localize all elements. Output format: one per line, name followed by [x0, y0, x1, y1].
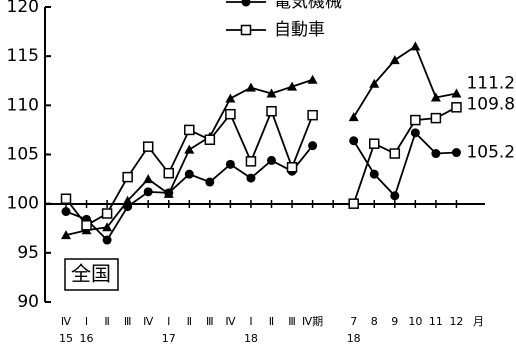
data-point — [286, 162, 298, 173]
legend-label: 自動車 — [274, 20, 325, 40]
x-tick-label: Ⅲ — [124, 315, 132, 328]
data-point — [266, 88, 277, 98]
data-point — [308, 141, 318, 151]
data-point — [122, 171, 133, 183]
data-point — [389, 148, 401, 159]
data-point — [60, 193, 72, 204]
legend-marker — [241, 0, 251, 7]
x-tick-label: 7 — [350, 315, 357, 328]
data-point — [245, 156, 257, 167]
data-point — [349, 136, 359, 146]
data-point — [451, 102, 462, 113]
x-tick-label: 9 — [391, 315, 398, 328]
y-tick-label: 105 — [7, 145, 39, 165]
x-year-label: 17 — [162, 332, 176, 345]
x-year-label: 16 — [80, 332, 94, 345]
x-tick-label: 12 — [449, 315, 463, 328]
data-point — [204, 134, 216, 145]
data-point — [307, 74, 318, 84]
annotation-box — [64, 258, 119, 291]
data-point — [102, 222, 113, 232]
data-point — [369, 138, 380, 149]
x-year-label: 18 — [244, 332, 258, 345]
data-point — [102, 235, 112, 245]
legend-marker — [240, 24, 252, 36]
data-point — [61, 207, 71, 217]
x-tick-label: Ⅲ — [288, 315, 296, 328]
y-tick-label: 120 — [7, 0, 39, 17]
x-tick-label: Ⅲ — [206, 315, 214, 328]
x-tick-label: Ⅱ — [269, 315, 274, 328]
data-point — [267, 155, 276, 165]
data-point — [410, 128, 420, 138]
x-tick-label: Ⅰ — [249, 315, 252, 328]
data-point — [143, 187, 153, 197]
data-point — [184, 169, 194, 179]
data-point — [410, 114, 421, 126]
x-tick-label: Ⅳ — [143, 315, 154, 328]
x-tick-label: Ⅱ — [187, 315, 192, 328]
x-tick-label: Ⅱ — [104, 315, 109, 328]
y-tick-label: 95 — [17, 243, 39, 263]
data-point — [369, 78, 380, 88]
end-label: 111.2 — [466, 74, 515, 94]
data-point — [101, 208, 113, 219]
data-point — [410, 41, 421, 51]
data-point — [184, 144, 195, 154]
data-point — [287, 81, 298, 91]
data-point — [430, 92, 441, 102]
data-point — [245, 82, 256, 92]
data-point — [225, 108, 236, 120]
data-point — [348, 112, 359, 122]
x-tick-label: Ⅳ期 — [302, 315, 323, 328]
data-point — [246, 173, 256, 183]
x-year-label: 18 — [347, 332, 361, 345]
data-point — [266, 105, 277, 117]
data-point — [369, 169, 379, 179]
data-point — [389, 55, 400, 65]
data-point — [123, 202, 133, 212]
y-tick-label: 90 — [17, 292, 39, 312]
y-tick-label: 100 — [7, 194, 39, 214]
data-point — [348, 198, 359, 209]
data-point — [142, 141, 154, 152]
data-point — [205, 177, 215, 187]
y-tick-label: 115 — [7, 46, 39, 66]
x-tick-label: 8 — [371, 315, 378, 328]
data-point — [143, 174, 154, 184]
x-unit: 月 — [473, 315, 484, 328]
data-point — [225, 159, 235, 169]
x-year-label: 15 — [59, 332, 73, 345]
data-point — [430, 112, 442, 124]
data-point — [122, 195, 133, 205]
data-point — [431, 149, 441, 159]
data-point — [184, 124, 195, 136]
x-tick-label: Ⅳ — [225, 315, 236, 328]
data-point — [451, 88, 462, 98]
x-tick-label: Ⅰ — [85, 315, 88, 328]
x-tick-label: 10 — [408, 315, 422, 328]
data-point — [61, 230, 71, 240]
x-tick-label: 11 — [429, 315, 443, 328]
end-label: 105.2 — [466, 143, 515, 163]
x-tick-label: Ⅰ — [167, 315, 170, 328]
data-point — [390, 191, 400, 201]
y-tick-label: 110 — [7, 95, 39, 115]
x-tick-label: Ⅳ — [61, 315, 72, 328]
data-point — [163, 167, 174, 179]
annotation: 全国 — [71, 262, 111, 286]
data-point — [451, 148, 461, 158]
data-point — [225, 93, 236, 103]
data-point — [81, 220, 92, 231]
legend-label: 電気機械 — [274, 0, 342, 12]
data-point — [164, 188, 174, 198]
data-point — [307, 109, 318, 121]
end-label: 109.8 — [466, 94, 515, 114]
